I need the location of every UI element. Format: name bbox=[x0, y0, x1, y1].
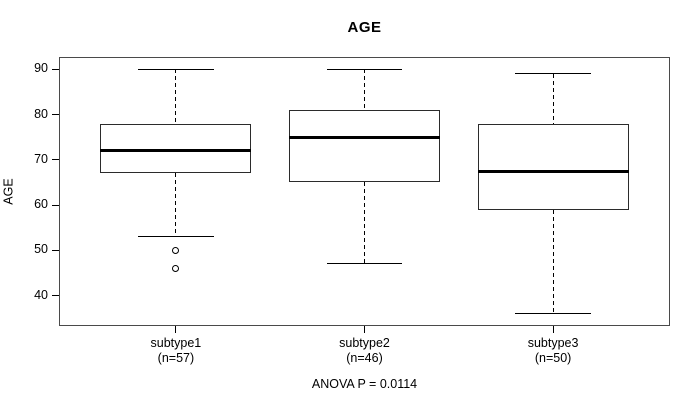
y-tick-mark bbox=[52, 249, 59, 251]
whisker-upper-subtype2 bbox=[364, 69, 365, 110]
whisker-lower-subtype3 bbox=[552, 209, 554, 314]
x-group-label-subtype2: subtype2 (n=46) bbox=[295, 336, 435, 366]
whisker-upper-subtype1 bbox=[175, 69, 177, 124]
group-count-subtype3: (n=50) bbox=[534, 351, 572, 365]
median-line-subtype3 bbox=[477, 169, 629, 173]
whisker-cap-bottom-subtype3 bbox=[515, 313, 591, 315]
y-tick-mark bbox=[52, 295, 59, 297]
median-line-subtype2 bbox=[289, 135, 440, 139]
y-tick-mark bbox=[52, 114, 59, 115]
group-count-subtype1: (n=57) bbox=[157, 351, 195, 365]
whisker-cap-bottom-subtype2 bbox=[326, 263, 403, 265]
group-name-subtype2: subtype2 bbox=[339, 336, 390, 350]
y-tick-mark bbox=[52, 204, 59, 206]
whisker-upper-subtype3 bbox=[552, 73, 554, 124]
group-name-subtype3: subtype3 bbox=[527, 336, 579, 350]
anova-annotation: ANOVA P = 0.0114 bbox=[311, 377, 418, 391]
iqr-box-subtype3 bbox=[477, 123, 629, 210]
outlier-point-subtype1 bbox=[172, 246, 180, 254]
median-line-subtype1 bbox=[100, 149, 252, 153]
iqr-box-subtype1 bbox=[100, 123, 252, 174]
y-tick-mark bbox=[52, 159, 59, 161]
whisker-cap-top-subtype1 bbox=[138, 68, 214, 70]
x-tick-mark-subtype1 bbox=[175, 326, 177, 333]
outlier-point-subtype1 bbox=[172, 264, 180, 272]
whisker-cap-top-subtype2 bbox=[326, 68, 403, 70]
y-tick-label: 60 bbox=[34, 197, 48, 212]
whisker-cap-bottom-subtype1 bbox=[138, 236, 214, 238]
y-tick-label: 50 bbox=[34, 242, 48, 257]
y-tick-mark bbox=[52, 68, 59, 70]
x-tick-mark-subtype2 bbox=[364, 326, 365, 333]
y-tick-label: 70 bbox=[34, 151, 48, 166]
chart-title: AGE bbox=[347, 19, 382, 36]
whisker-cap-top-subtype3 bbox=[515, 73, 591, 75]
x-tick-mark-subtype3 bbox=[552, 326, 554, 333]
group-count-subtype2: (n=46) bbox=[346, 351, 383, 365]
iqr-box-subtype2 bbox=[289, 109, 440, 183]
group-name-subtype1: subtype1 bbox=[150, 336, 202, 350]
y-tick-label: 40 bbox=[34, 287, 48, 302]
whisker-lower-subtype1 bbox=[175, 173, 177, 237]
x-group-label-subtype1: subtype1 (n=57) bbox=[106, 336, 246, 366]
y-tick-label: 80 bbox=[34, 106, 48, 121]
x-group-label-subtype3: subtype3 (n=50) bbox=[483, 336, 623, 366]
whisker-lower-subtype2 bbox=[364, 182, 365, 264]
y-tick-label: 90 bbox=[34, 61, 48, 76]
